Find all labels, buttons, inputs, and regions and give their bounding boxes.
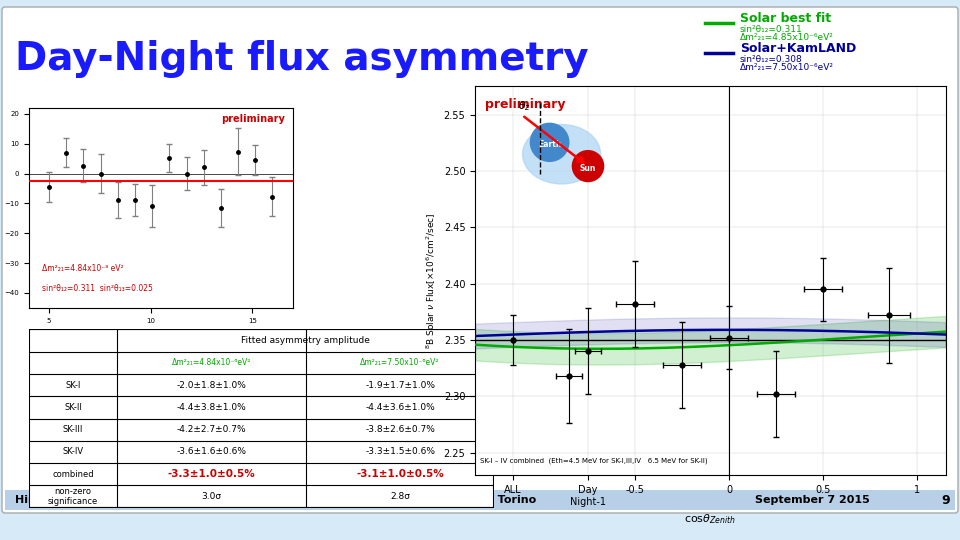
Text: Δm²₂₁=4.85x10⁻⁶eV²: Δm²₂₁=4.85x10⁻⁶eV² — [740, 33, 834, 43]
Text: -1.9±1.7±1.0%: -1.9±1.7±1.0% — [365, 381, 435, 389]
Text: -4.4±3.6±1.0%: -4.4±3.6±1.0% — [365, 403, 435, 412]
Text: September 7 2015: September 7 2015 — [756, 495, 870, 505]
Text: This is the “direct” indication for: This is the “direct” indication for — [490, 438, 720, 452]
Text: Fitted asymmetry amplitude: Fitted asymmetry amplitude — [241, 336, 371, 345]
Text: matter enhanced neutrino oscillation: matter enhanced neutrino oscillation — [490, 453, 781, 467]
Circle shape — [572, 151, 604, 181]
Text: -3.8±2.6±0.7%: -3.8±2.6±0.7% — [365, 425, 435, 434]
Text: -3.6±1.6±0.6%: -3.6±1.6±0.6% — [177, 448, 247, 456]
Text: 2.8σ: 2.8σ — [390, 492, 410, 501]
Ellipse shape — [522, 125, 601, 184]
Text: SK-IV: SK-IV — [62, 448, 84, 456]
Text: Day-Night flux asymmetry: Day-Night flux asymmetry — [15, 40, 588, 78]
Text: non-zero
significance: non-zero significance — [48, 487, 98, 506]
Circle shape — [530, 123, 569, 161]
X-axis label: cos$\theta_{Zenith}$: cos$\theta_{Zenith}$ — [684, 512, 736, 526]
FancyBboxPatch shape — [29, 329, 494, 508]
X-axis label: Recoil Electron Kinetic Energy (MeV): Recoil Electron Kinetic Energy (MeV) — [91, 329, 230, 338]
Text: Δm²₂₁=4.84x10⁻⁶eV²: Δm²₂₁=4.84x10⁻⁶eV² — [172, 359, 252, 367]
Text: -2.0±1.8±1.0%: -2.0±1.8±1.0% — [177, 381, 247, 389]
Text: preliminary: preliminary — [221, 114, 285, 124]
Text: $\theta_z$: $\theta_z$ — [518, 99, 532, 113]
Text: Δm²₂₁=4.84x10⁻⁸ eV²: Δm²₂₁=4.84x10⁻⁸ eV² — [42, 264, 124, 273]
Text: -3.1±1.0±0.5%: -3.1±1.0±0.5% — [356, 469, 444, 479]
Text: Δm²₂₁=7.50x10⁻⁶eV²: Δm²₂₁=7.50x10⁻⁶eV² — [740, 64, 834, 72]
Text: 3.0σ: 3.0σ — [202, 492, 222, 501]
Text: SK-I: SK-I — [65, 381, 81, 389]
Text: preliminary: preliminary — [485, 98, 565, 111]
Text: Hiroyuki Sekiya: Hiroyuki Sekiya — [15, 495, 112, 505]
Bar — [5, 490, 955, 510]
Text: -4.4±3.8±1.0%: -4.4±3.8±1.0% — [177, 403, 247, 412]
Text: -4.2±2.7±0.7%: -4.2±2.7±0.7% — [177, 425, 247, 434]
Text: TAUP2015   Torino: TAUP2015 Torino — [423, 495, 537, 505]
Text: -3.3±1.0±0.5%: -3.3±1.0±0.5% — [168, 469, 255, 479]
FancyBboxPatch shape — [2, 7, 958, 513]
Text: sin²θ₁₂=0.311: sin²θ₁₂=0.311 — [740, 24, 803, 33]
Text: Solar+KamLAND: Solar+KamLAND — [740, 42, 856, 55]
Text: SK-I – IV combined  (Eth=4.5 MeV for SK-I,III,IV   6.5 MeV for SK-II): SK-I – IV combined (Eth=4.5 MeV for SK-I… — [480, 457, 708, 463]
Text: 9: 9 — [942, 494, 950, 507]
Text: SK-II: SK-II — [64, 403, 82, 412]
Text: sin²θ₁₂=0.311  sin²θ₁₃=0.025: sin²θ₁₂=0.311 sin²θ₁₃=0.025 — [42, 284, 153, 293]
Text: combined: combined — [52, 470, 94, 478]
Text: -3.3±1.5±0.6%: -3.3±1.5±0.6% — [365, 448, 435, 456]
Text: sin²θ₁₂=0.308: sin²θ₁₂=0.308 — [740, 55, 803, 64]
Text: Earth: Earth — [538, 140, 562, 149]
Text: Solar best fit: Solar best fit — [740, 11, 831, 24]
Y-axis label: $^8$B Solar $\nu$ Flux[$\times10^6$/cm$^2$/sec]: $^8$B Solar $\nu$ Flux[$\times10^6$/cm$^… — [425, 212, 438, 349]
Text: Δm²₂₁=7.50x10⁻⁶eV²: Δm²₂₁=7.50x10⁻⁶eV² — [360, 359, 440, 367]
Text: Sun: Sun — [580, 164, 596, 173]
Text: SK-III: SK-III — [62, 425, 84, 434]
